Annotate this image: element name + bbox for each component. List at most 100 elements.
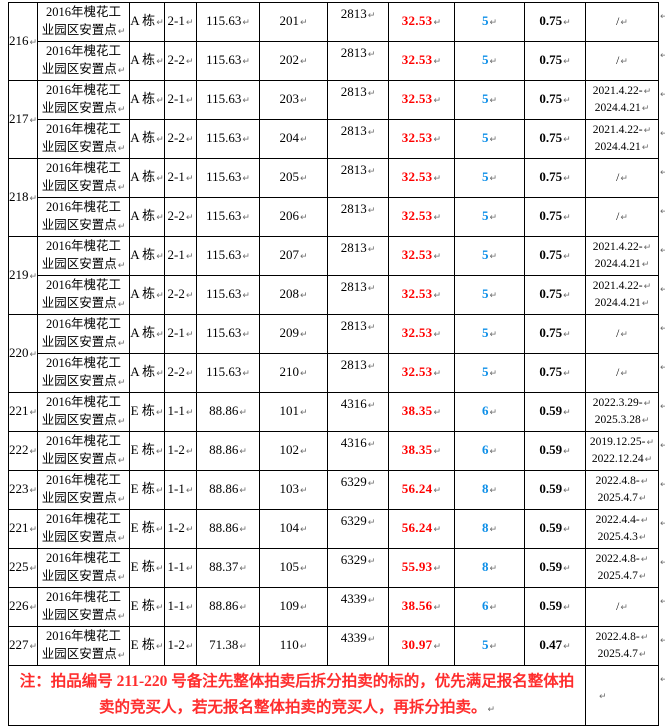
- premium-cell: 32.53↵: [388, 158, 455, 198]
- premium-cell: 55.93↵: [388, 548, 455, 588]
- premium-cell-text: 38.56: [401, 598, 433, 613]
- premium-cell: 32.53↵: [388, 2, 455, 42]
- row-end-marker: ↵: [659, 666, 665, 726]
- paragraph-mark-icon: ↵: [299, 18, 308, 28]
- paragraph-mark-icon: ↵: [242, 18, 250, 28]
- price-cell: 2813↵: [327, 353, 389, 393]
- room-cell-text: 203: [279, 91, 299, 106]
- paragraph-mark-icon: ↵: [489, 525, 498, 535]
- lot-cell: 221↵: [8, 392, 38, 432]
- paragraph-mark-icon: ↵: [29, 447, 38, 457]
- price-cell-text: 2813: [340, 357, 367, 372]
- paragraph-mark-icon: ↵: [299, 525, 308, 535]
- price-cell-text: 4339: [340, 630, 367, 645]
- paragraph-mark-icon: ↵: [29, 564, 38, 574]
- area-cell-text: 115.63: [206, 130, 242, 145]
- price-cell: 2813↵: [327, 41, 389, 81]
- premium-cell: 32.53↵: [388, 236, 455, 276]
- paragraph-mark-icon: ↵: [433, 18, 442, 28]
- price-cell-text: 2813: [340, 162, 367, 177]
- paragraph-mark-icon: ↵: [156, 330, 164, 340]
- dates-cell-text: /: [616, 54, 620, 67]
- paragraph-mark-icon: ↵: [29, 603, 38, 613]
- paragraph-mark-icon: ↵: [620, 368, 628, 379]
- unit-cell-text: 2-1: [167, 247, 185, 262]
- room-cell: 110↵: [259, 626, 328, 666]
- paragraph-mark-icon: ↵: [487, 704, 496, 715]
- paragraph-mark-icon: ↵: [367, 11, 376, 21]
- unit-cell: 1-1↵: [164, 587, 197, 627]
- name-cell-text: 业园区安置点: [41, 647, 117, 661]
- name-cell-text: 2016年槐花工: [45, 434, 121, 448]
- building-cell: E 栋↵: [129, 509, 165, 549]
- premium-cell-text: 32.53: [401, 247, 433, 262]
- price-cell-text: 6329: [340, 552, 367, 567]
- factor-cell: 0.75↵: [524, 158, 586, 198]
- name-cell: 2016年槐花工 业园区安置点↵: [37, 470, 130, 510]
- paragraph-mark-icon: ↵: [367, 518, 376, 528]
- paragraph-mark-icon: ↵: [489, 96, 498, 106]
- table-row: 223↵ 2016年槐花工 业园区安置点↵ E 栋↵ 1-1↵ 88.86↵ 103↵ 632…: [8, 470, 665, 510]
- paragraph-mark-icon: ↵: [367, 206, 376, 216]
- dates-cell: 2021.4.22-↵ 2024.4.21↵: [585, 236, 659, 276]
- building-cell: A 栋↵: [129, 41, 165, 81]
- name-cell-text: 业园区安置点: [41, 101, 117, 115]
- row-end-marker: ↵: [659, 432, 665, 471]
- paragraph-mark-icon: ↵: [185, 96, 194, 106]
- building-cell-text: A 栋: [130, 325, 156, 340]
- factor-cell-text: 0.75: [539, 364, 563, 379]
- paragraph-mark-icon: ↵: [489, 135, 498, 145]
- paragraph-mark-icon: ↵: [117, 651, 126, 661]
- paragraph-mark-icon: ↵: [563, 213, 571, 223]
- count-cell-text: 8: [481, 481, 489, 496]
- dates-cell-text: 2021.4.22-: [592, 280, 643, 292]
- dates-cell-text: 2024.4.21: [594, 297, 641, 309]
- count-cell: 5↵: [454, 2, 525, 42]
- room-cell: 103↵: [259, 470, 328, 510]
- premium-cell-text: 38.35: [401, 442, 433, 457]
- dates-cell: 2022.4.8-↵ 2025.4.7↵: [585, 626, 659, 666]
- dates-cell: 2022.4.8-↵ 2025.4.7↵: [585, 470, 659, 510]
- lot-cell-text: 221: [9, 520, 29, 535]
- premium-cell-text: 32.53: [401, 169, 433, 184]
- row-end-mark-icon: ↵: [660, 558, 665, 568]
- paragraph-mark-icon: ↵: [643, 243, 652, 253]
- dates-cell-text: 2024.4.21: [594, 258, 641, 270]
- dates-cell: 2022.4.4-↵ 2025.4.3↵: [585, 509, 659, 549]
- building-cell: A 栋↵: [129, 2, 165, 42]
- paragraph-mark-icon: ↵: [185, 330, 194, 340]
- name-cell: 2016年槐花工业园区安置点↵: [37, 626, 130, 666]
- paragraph-mark-icon: ↵: [563, 291, 571, 301]
- paragraph-mark-icon: ↵: [563, 408, 571, 418]
- area-cell: 88.86↵: [196, 509, 260, 549]
- paragraph-mark-icon: ↵: [29, 271, 38, 282]
- unit-cell: 1-2↵: [164, 431, 197, 471]
- paragraph-mark-icon: ↵: [239, 486, 247, 496]
- dates-cell-text: 2025.4.7: [597, 648, 638, 660]
- price-cell: 4316↵: [327, 431, 389, 471]
- lot-cell-text: 227: [9, 637, 29, 652]
- factor-cell-text: 0.59: [539, 598, 563, 613]
- unit-cell: 2-1↵: [164, 2, 197, 42]
- name-cell-text: 业园区安置点: [41, 218, 117, 232]
- lot-cell: 225↵: [8, 548, 38, 588]
- paragraph-mark-icon: ↵: [563, 330, 571, 340]
- paragraph-mark-icon: ↵: [433, 96, 442, 106]
- building-cell: E 栋↵: [129, 626, 165, 666]
- name-cell: 2016年槐花工 业园区安置点↵: [37, 392, 130, 432]
- paragraph-mark-icon: ↵: [156, 96, 164, 106]
- paragraph-mark-icon: ↵: [489, 408, 498, 418]
- paragraph-mark-icon: ↵: [242, 174, 250, 184]
- name-cell-text: 2016年槐花工: [45, 200, 121, 214]
- paragraph-mark-icon: ↵: [156, 57, 164, 67]
- row-end-marker: ↵: [659, 471, 665, 510]
- name-cell-text: 2016年槐花工: [45, 629, 121, 643]
- name-cell: 2016年槐花工 业园区安置点↵: [37, 119, 130, 159]
- factor-cell: 0.59↵: [524, 509, 586, 549]
- name-cell-text: 2016年槐花工: [45, 317, 121, 331]
- premium-cell: 32.53↵: [388, 41, 455, 81]
- paragraph-mark-icon: ↵: [155, 603, 164, 613]
- unit-cell-text: 1-1: [167, 481, 185, 496]
- price-cell: 4339↵: [327, 587, 389, 627]
- building-cell-text: E 栋: [130, 481, 155, 496]
